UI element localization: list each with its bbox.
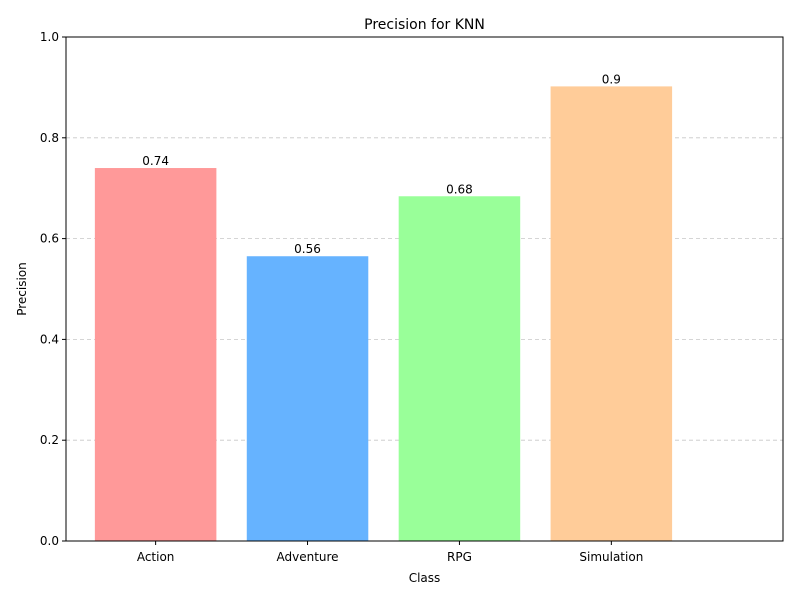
bar-adventure [246,256,369,541]
bar-rpg [398,196,521,542]
y-tick-label: 0.4 [40,332,59,346]
plot-frame [65,36,784,542]
value-label: 0.68 [446,182,473,196]
y-tick-label: 0.8 [40,131,59,145]
y-tick-label: 0.2 [40,433,59,447]
chart-title: Precision for KNN [364,17,485,33]
y-axis-ticks: 0.0 0.2 0.4 0.6 0.8 1.0 [40,30,66,548]
bars [94,86,673,542]
x-tick-label: Adventure [276,550,338,564]
x-tick-label: Simulation [579,550,643,564]
bar-action [94,168,217,542]
x-axis-label: Class [409,571,441,585]
y-tick-label: 0.6 [40,232,59,246]
value-label: 0.56 [294,242,321,256]
value-label: 0.74 [142,154,169,168]
value-label: 0.9 [602,72,621,86]
y-axis-label: Precision [15,262,29,316]
y-tick-label: 1.0 [40,30,59,44]
x-tick-label: RPG [447,550,472,564]
value-labels: 0.74 0.56 0.68 0.9 [142,72,621,256]
y-tick-label: 0.0 [40,534,59,548]
bar-simulation [550,86,673,541]
x-axis-ticks: Action Adventure RPG Simulation [137,541,643,564]
x-tick-label: Action [137,550,175,564]
